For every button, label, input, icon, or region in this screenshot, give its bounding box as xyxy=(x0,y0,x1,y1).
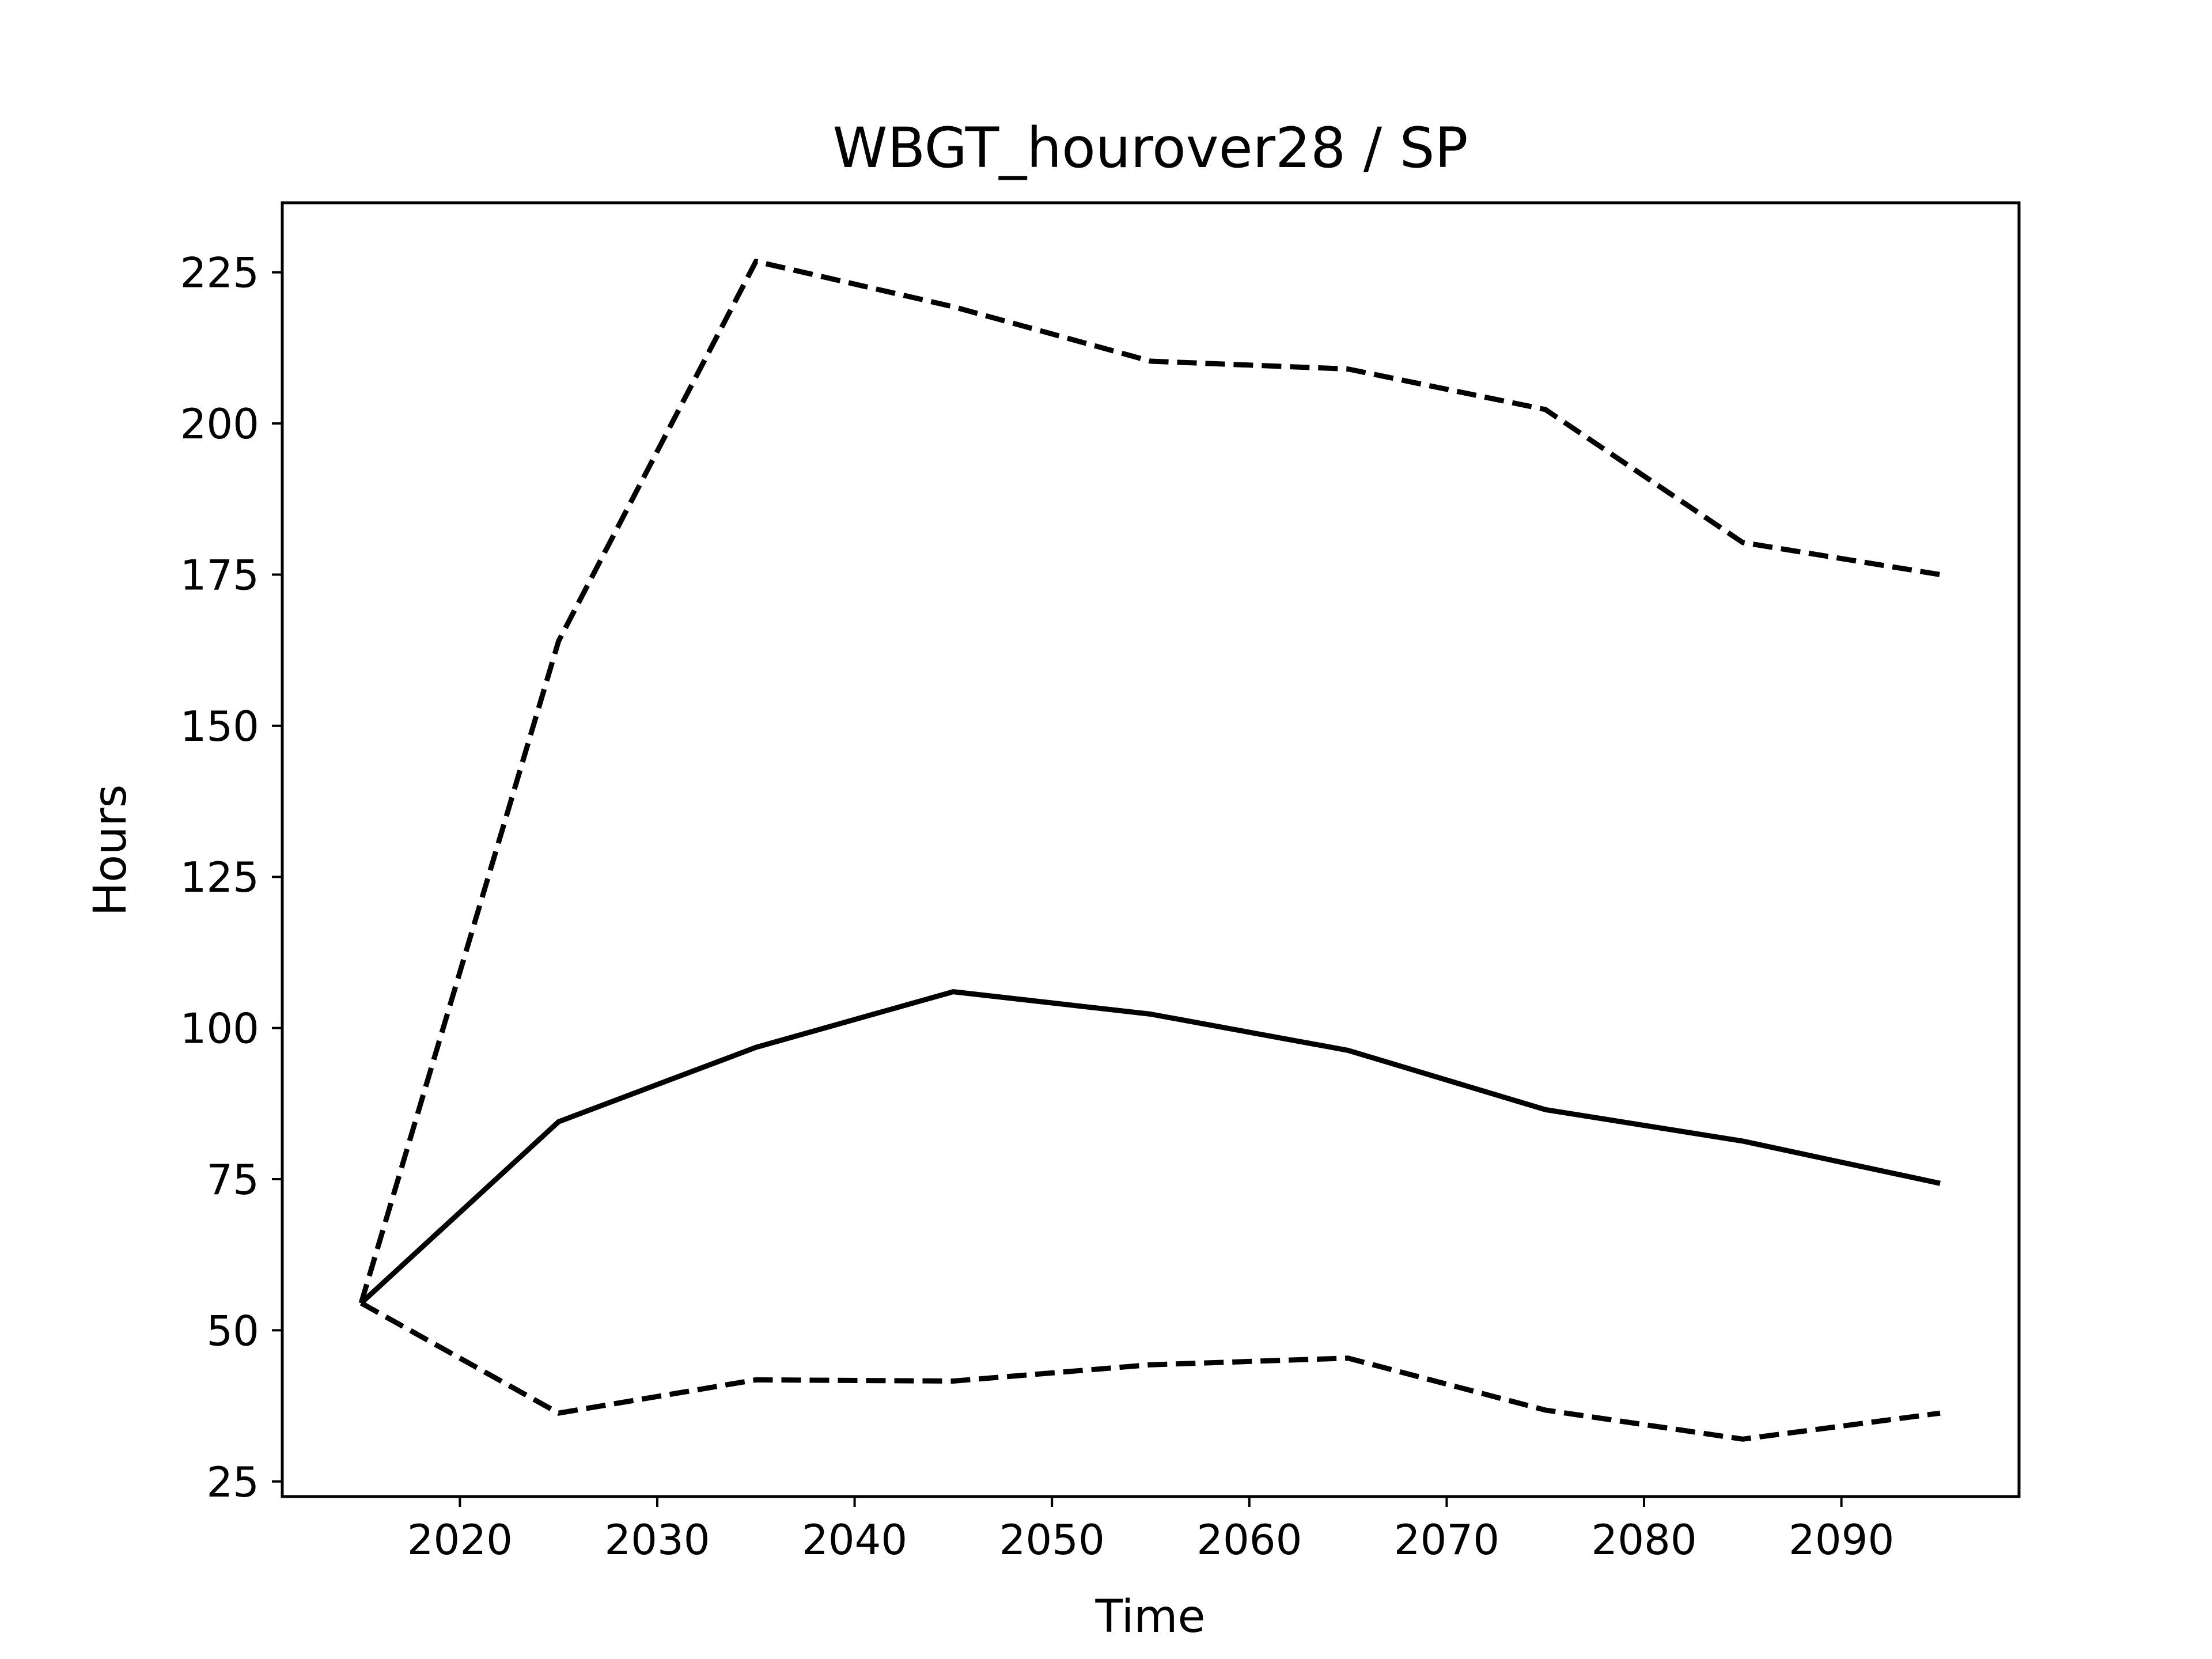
series-line-2 xyxy=(358,259,1941,1304)
axes-frame xyxy=(281,201,2021,1498)
x-tick-label-2020: 2020 xyxy=(407,1516,513,1564)
y-tick-label-225: 225 xyxy=(180,249,259,297)
series-line-1 xyxy=(359,989,1941,1305)
y-tick-label-100: 100 xyxy=(180,1005,259,1053)
plot-area: 2020 2030 2040 2050 2060 2070 2080 2090 25 50 75 10… xyxy=(180,201,2021,1564)
x-tick-label-2030: 2030 xyxy=(604,1516,710,1564)
x-tick-label-2060: 2060 xyxy=(1196,1516,1302,1564)
chart-title: WBGT_hourover28 / SP xyxy=(833,116,1468,180)
y-tick-label-200: 200 xyxy=(180,400,259,448)
y-tick-label-125: 125 xyxy=(180,853,259,902)
y-tick-label-50: 50 xyxy=(206,1306,259,1355)
y-tick-label-150: 150 xyxy=(180,702,259,751)
x-tick-label-2040: 2040 xyxy=(802,1516,907,1564)
series-line-3 xyxy=(359,1301,1941,1442)
x-tick-label-2050: 2050 xyxy=(999,1516,1105,1564)
x-axis-label: Time xyxy=(1095,1591,1206,1643)
x-tick-label-2080: 2080 xyxy=(1591,1516,1696,1564)
x-tick-label-2090: 2090 xyxy=(1789,1516,1894,1564)
y-tick-label-25: 25 xyxy=(206,1458,259,1506)
y-axis-label: Hours xyxy=(85,785,137,916)
y-tick-label-75: 75 xyxy=(206,1156,259,1204)
x-tick-label-2070: 2070 xyxy=(1394,1516,1499,1564)
y-tick-label-175: 175 xyxy=(180,551,259,599)
